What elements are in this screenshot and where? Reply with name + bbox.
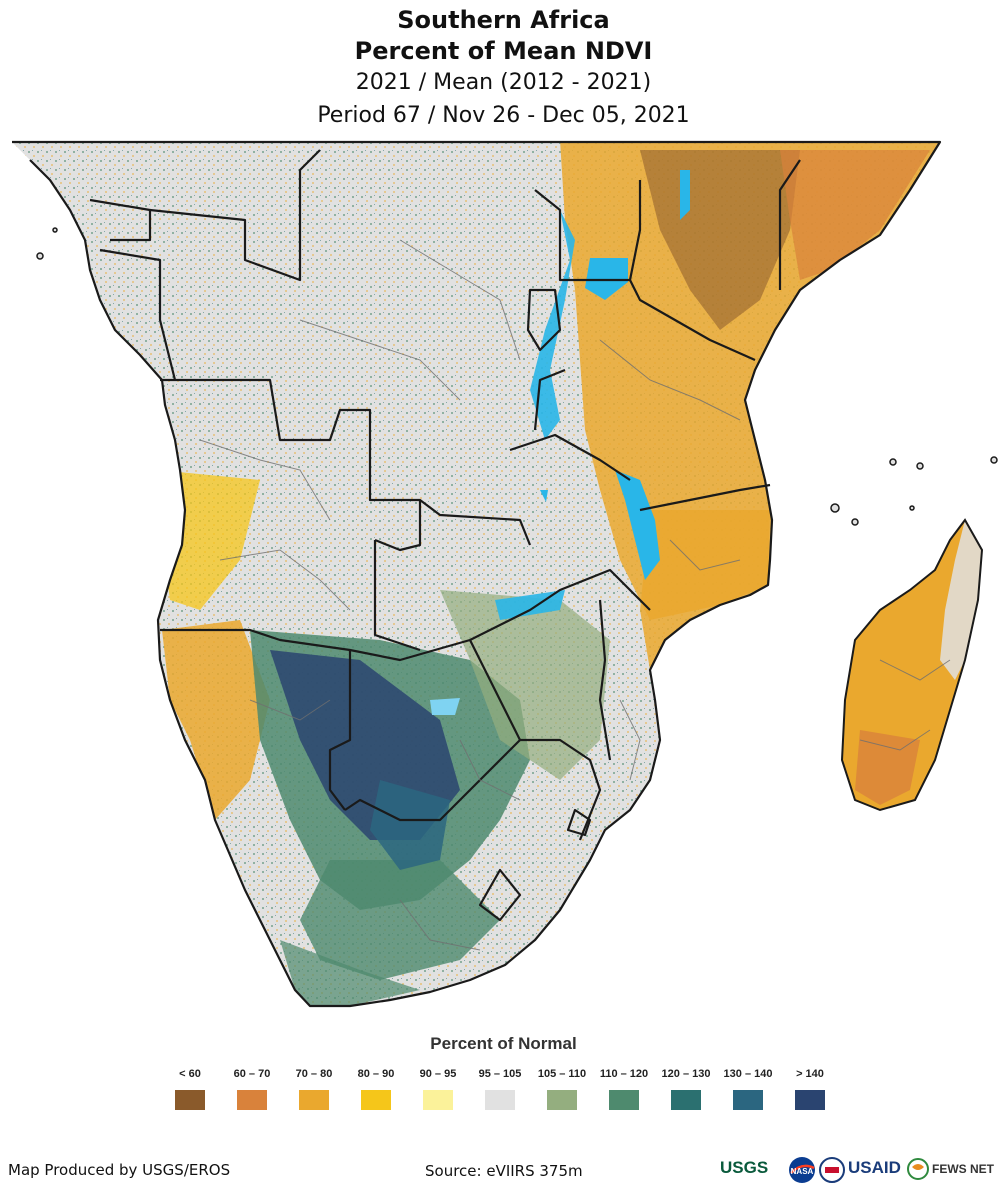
legend-swatch xyxy=(237,1090,267,1110)
legend-item: 70 – 80 xyxy=(284,1068,344,1110)
legend-item-label: 70 – 80 xyxy=(295,1068,333,1080)
legend-swatch xyxy=(175,1090,205,1110)
usaid-logo: USAID xyxy=(848,1158,901,1177)
map-title-product: Percent of Mean NDVI xyxy=(354,37,653,65)
map-subtitle-comparison: 2021 / Mean (2012 - 2021) xyxy=(355,70,652,95)
lesotho-border xyxy=(478,868,522,922)
lake-malawi xyxy=(615,470,660,580)
legend-swatch xyxy=(423,1090,453,1110)
lake-turkana xyxy=(680,170,690,220)
legend-item: 130 – 140 xyxy=(718,1068,778,1110)
legend-item-label: 120 – 130 xyxy=(661,1068,711,1080)
legend-title: Percent of Normal xyxy=(430,1034,577,1053)
madagascar xyxy=(840,518,984,812)
legend-item: > 140 xyxy=(780,1068,840,1110)
svg-text:NASA: NASA xyxy=(791,1167,814,1176)
mainland-africa xyxy=(12,142,940,1006)
nasa-logo: NASA xyxy=(789,1157,815,1183)
usgs-logo: USGS xyxy=(720,1158,769,1177)
map-credit: Map Produced by USGS/EROS xyxy=(8,1161,231,1179)
map-subtitle-period: Period 67 / Nov 26 - Dec 05, 2021 xyxy=(317,103,690,128)
legend-swatch xyxy=(299,1090,329,1110)
legend-item-label: > 140 xyxy=(796,1068,824,1080)
usaid-seal-icon xyxy=(819,1157,845,1183)
legend-item-label: < 60 xyxy=(179,1068,201,1080)
legend-swatch xyxy=(547,1090,577,1110)
legend-swatch xyxy=(485,1090,515,1110)
legend-item: < 60 xyxy=(160,1068,220,1110)
legend-item: 60 – 70 xyxy=(222,1068,282,1110)
legend-item-label: 90 – 95 xyxy=(419,1068,457,1080)
lakes xyxy=(430,170,690,715)
legend-swatch xyxy=(609,1090,639,1110)
legend: < 60 60 – 70 70 – 80 80 – 90 90 – 95 95 – 105… xyxy=(160,1068,840,1114)
legend-item: 90 – 95 xyxy=(408,1068,468,1110)
legend-item: 105 – 110 xyxy=(532,1068,592,1110)
legend-item: 80 – 90 xyxy=(346,1068,406,1110)
legend-item: 95 – 105 xyxy=(470,1068,530,1110)
ndvi-map xyxy=(12,140,998,1008)
legend-swatch xyxy=(795,1090,825,1110)
offshore-islands xyxy=(36,227,998,526)
legend-swatch xyxy=(671,1090,701,1110)
fewsnet-globe-icon xyxy=(907,1158,929,1180)
legend-item-label: 80 – 90 xyxy=(357,1068,395,1080)
fewsnet-logo: FEWS NET xyxy=(932,1162,994,1176)
country-borders xyxy=(12,140,942,1008)
legend-item-label: 95 – 105 xyxy=(478,1068,522,1080)
legend-item-label: 60 – 70 xyxy=(233,1068,271,1080)
eswatini-border xyxy=(566,808,592,837)
rwanda-burundi-border xyxy=(526,288,562,352)
legend-item: 110 – 120 xyxy=(594,1068,654,1110)
legend-item-label: 110 – 120 xyxy=(599,1068,649,1080)
lake-tanganyika xyxy=(530,210,575,440)
map-title-block: Southern Africa Percent of Mean NDVI 202… xyxy=(0,4,1007,132)
makgadikgadi xyxy=(430,698,460,715)
legend-swatch xyxy=(361,1090,391,1110)
legend-swatch xyxy=(733,1090,763,1110)
partner-logos: USGS NASA USAID FEWS NET xyxy=(720,1154,1000,1188)
legend-item-label: 105 – 110 xyxy=(537,1068,587,1080)
map-title-region: Southern Africa xyxy=(397,6,610,34)
data-source: Source: eVIIRS 375m xyxy=(425,1162,583,1180)
admin-borders xyxy=(199,239,951,951)
legend-item: 120 – 130 xyxy=(656,1068,716,1110)
legend-item-label: 130 – 140 xyxy=(723,1068,773,1080)
